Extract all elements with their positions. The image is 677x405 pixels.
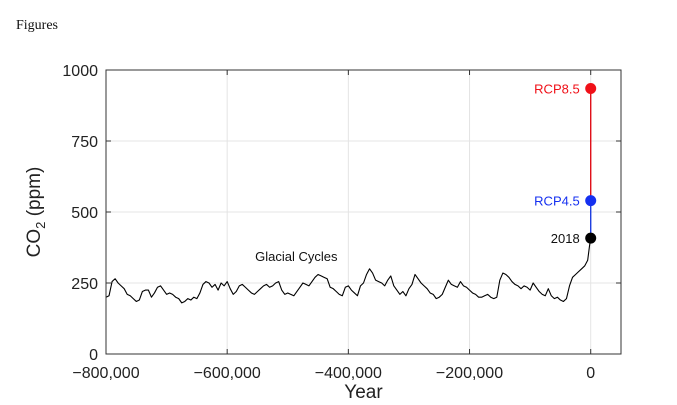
y-tick-label-2: 500 (71, 205, 98, 222)
x-tick-label-1: −600,000 (194, 365, 261, 382)
y-axis-title-main: CO (24, 229, 45, 258)
point-rcp8-5 (585, 82, 597, 94)
x-tick-label-0: −800,000 (72, 365, 139, 382)
point-label-2018: 2018 (551, 231, 580, 246)
y-axis-title-subscript: 2 (33, 222, 48, 229)
annotation-0: Glacial Cycles (255, 249, 338, 264)
x-axis-title: Year (344, 382, 383, 403)
x-tick-label-4: 0 (586, 365, 595, 382)
point-rcp4-5 (585, 195, 597, 207)
y-tick-label-0: 0 (89, 347, 98, 364)
point-label-rcp8-5: RCP8.5 (534, 81, 580, 96)
point-2018 (585, 232, 597, 244)
page-header: Figures (16, 18, 58, 33)
y-tick-label-4: 1000 (62, 63, 98, 80)
x-tick-label-2: −400,000 (315, 365, 382, 382)
y-tick-label-1: 250 (71, 276, 98, 293)
grid-lines (105, 69, 621, 355)
ticks-group: −800,000 −600,000 −400,000 −200,000 0 0 250 500… (62, 63, 621, 382)
series-group (105, 88, 592, 304)
series-line-glacial-cycles (105, 238, 592, 304)
y-axis-title: CO2 (ppm) (24, 167, 48, 258)
marks-group: RCP8.5 RCP4.5 2018 Glacial Cycles (255, 81, 597, 264)
y-axis-title-unit: (ppm) (24, 167, 45, 222)
y-tick-label-3: 750 (71, 134, 98, 151)
point-label-rcp4-5: RCP4.5 (534, 194, 580, 209)
x-tick-label-3: −200,000 (436, 365, 503, 382)
